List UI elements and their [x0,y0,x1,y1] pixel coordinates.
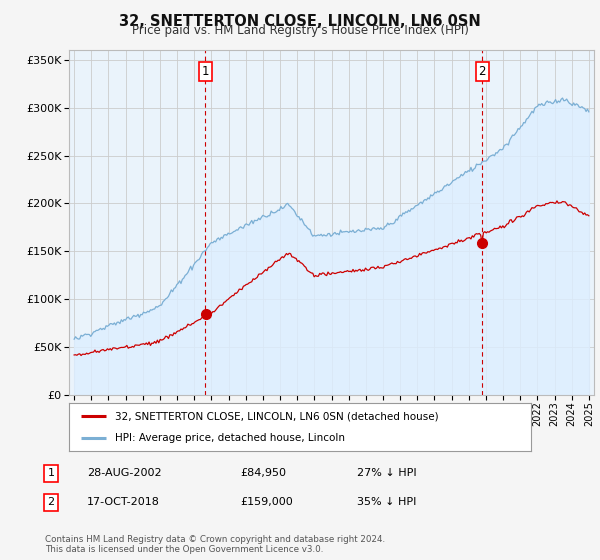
Text: 1: 1 [47,468,55,478]
Text: £84,950: £84,950 [240,468,286,478]
Text: 32, SNETTERTON CLOSE, LINCOLN, LN6 0SN: 32, SNETTERTON CLOSE, LINCOLN, LN6 0SN [119,14,481,29]
Text: 27% ↓ HPI: 27% ↓ HPI [357,468,416,478]
Text: £159,000: £159,000 [240,497,293,507]
Text: 28-AUG-2002: 28-AUG-2002 [87,468,161,478]
Text: Contains HM Land Registry data © Crown copyright and database right 2024.: Contains HM Land Registry data © Crown c… [45,535,385,544]
Text: HPI: Average price, detached house, Lincoln: HPI: Average price, detached house, Linc… [115,433,345,443]
Text: Price paid vs. HM Land Registry's House Price Index (HPI): Price paid vs. HM Land Registry's House … [131,24,469,37]
Text: 35% ↓ HPI: 35% ↓ HPI [357,497,416,507]
Text: 32, SNETTERTON CLOSE, LINCOLN, LN6 0SN (detached house): 32, SNETTERTON CLOSE, LINCOLN, LN6 0SN (… [115,411,439,421]
Text: 17-OCT-2018: 17-OCT-2018 [87,497,160,507]
Text: 2: 2 [479,65,486,78]
Text: 1: 1 [202,65,209,78]
Text: This data is licensed under the Open Government Licence v3.0.: This data is licensed under the Open Gov… [45,545,323,554]
Text: 2: 2 [47,497,55,507]
